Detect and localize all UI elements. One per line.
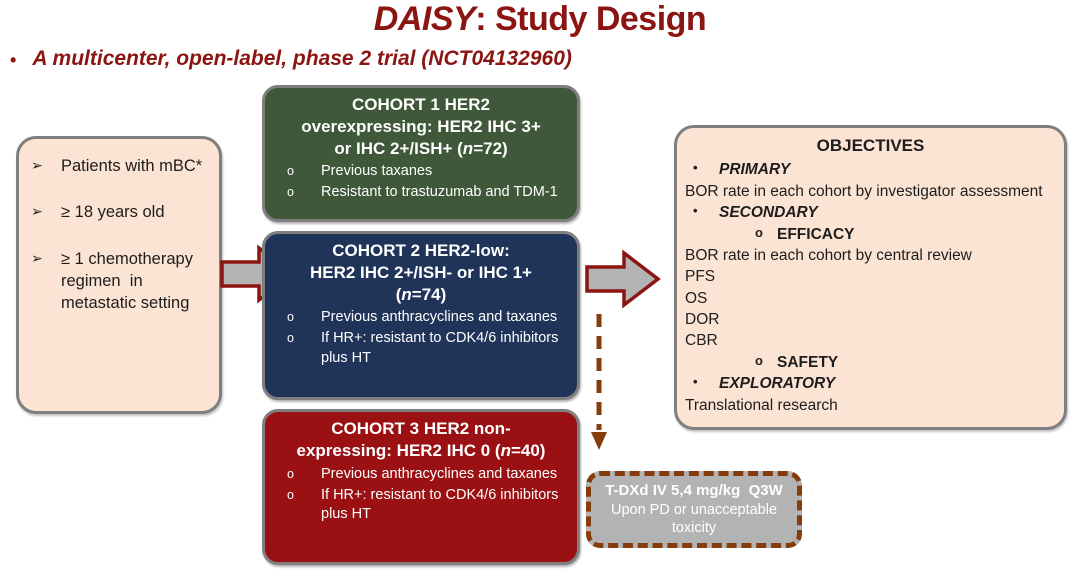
eligibility-item-text: ≥ 18 years old — [61, 203, 165, 222]
cohort-title-n: n — [500, 440, 511, 460]
subtitle-text: A multicenter, open-label, phase 2 trial… — [32, 47, 572, 70]
efficacy-line: DOR — [685, 311, 720, 329]
circle-bullet-icon: o — [287, 164, 294, 179]
subtitle: • A multicenter, open-label, phase 2 tri… — [10, 47, 572, 73]
cohort-title-post: =72) — [473, 138, 508, 158]
bullet-dot-icon: • — [693, 203, 698, 219]
treatment-duration: Upon PD or unacceptable toxicity — [610, 501, 778, 537]
eligibility-item: ➢ Patients with mBC* — [31, 155, 211, 177]
bullet-dot-icon: • — [693, 160, 698, 176]
objective-secondary: • SECONDARY — [685, 202, 1056, 223]
cohort-bullet-item: o Resistant to trastuzumab and TDM-1 — [275, 183, 567, 202]
cohort-bullet-item: o If HR+: resistant to CDK4/6 inhibitors… — [275, 486, 567, 524]
cohort-bullet-text: Previous anthracyclines and taxanes — [321, 465, 558, 482]
arrowhead-bullet-icon: ➢ — [31, 203, 43, 220]
objective-primary: • PRIMARY — [685, 159, 1056, 180]
page-title: DAISY: Study Design — [0, 0, 1080, 39]
cohort-3-box: COHORT 3 HER2 non- expressing: HER2 IHC … — [262, 409, 580, 565]
arrowhead-bullet-icon: ➢ — [31, 249, 43, 266]
cohort-title-pre: ( — [395, 284, 402, 304]
objective-safety: o SAFETY — [755, 352, 1056, 373]
dashed-down-arrow-icon — [591, 314, 607, 450]
cohort-title-line: or IHC 2+/ISH+ (n=72) — [275, 138, 567, 160]
efficacy-line: CBR — [685, 332, 718, 350]
cohort-title-post: =40) — [510, 440, 546, 460]
objectives-box: OBJECTIVES • PRIMARY BOR rate in each co… — [674, 125, 1067, 430]
objective-exploratory: • EXPLORATORY — [685, 373, 1056, 394]
objective-safety-label: SAFETY — [777, 353, 839, 371]
bullet-dot-icon: • — [693, 374, 698, 390]
objective-exploratory-label: EXPLORATORY — [719, 375, 836, 393]
cohort-bullet-text: Resistant to trastuzumab and TDM-1 — [321, 184, 558, 201]
objective-efficacy: o EFFICACY — [755, 224, 1056, 245]
cohort-bullet-text: Previous anthracyclines and taxanes — [321, 309, 558, 326]
objective-primary-label: PRIMARY — [719, 161, 791, 179]
cohort-bullet-item: o Previous anthracyclines and taxanes — [275, 465, 567, 484]
cohort-bullet-item: o Previous anthracyclines and taxanes — [275, 308, 567, 327]
eligibility-box: ➢ Patients with mBC* ➢ ≥ 18 years old ➢ … — [16, 136, 222, 414]
cohort-title-pre: expressing: HER2 IHC 0 ( — [296, 440, 501, 460]
objectives-heading: OBJECTIVES — [816, 136, 925, 155]
circle-bullet-icon: o — [287, 185, 294, 200]
efficacy-line: OS — [685, 289, 708, 307]
cohort-title-n: n — [401, 284, 412, 304]
right-arrow-icon — [585, 249, 661, 309]
eligibility-item: ➢ ≥ 1 chemotherapy regimen in metastatic… — [31, 248, 211, 315]
circle-bullet-icon: o — [755, 224, 763, 240]
efficacy-line: BOR rate in each cohort by central revie… — [685, 246, 972, 264]
page-title-trial-name: DAISY — [373, 0, 476, 38]
cohort-title-line: HER2 IHC 2+/ISH- or IHC 1+ — [309, 262, 532, 282]
cohort-bullet-text: If HR+: resistant to CDK4/6 inhibitors p… — [321, 486, 559, 522]
objective-efficacy-label: EFFICACY — [777, 225, 855, 243]
cohort-bullet-text: Previous taxanes — [321, 163, 433, 180]
objective-primary-desc: BOR rate in each cohort by investigator … — [685, 182, 1043, 200]
eligibility-item-text: ≥ 1 chemotherapy regimen in metastatic s… — [61, 249, 198, 313]
cohort-title-line: COHORT 1 HER2 — [352, 95, 490, 114]
eligibility-item-text: Patients with mBC* — [61, 157, 203, 175]
arrowhead-bullet-icon: ➢ — [31, 157, 43, 173]
page-title-rest: : Study Design — [475, 0, 707, 38]
cohort-1-bullets: o Previous taxanes o Resistant to trastu… — [275, 162, 567, 202]
cohort-2-title: COHORT 2 HER2-low: HER2 IHC 2+/ISH- or I… — [275, 240, 567, 305]
cohort-bullet-text: If HR+: resistant to CDK4/6 inhibitors p… — [321, 330, 559, 366]
cohort-title-pre: or IHC 2+/ISH+ ( — [334, 138, 463, 158]
treatment-box: T-DXd IV 5,4 mg/kg Q3W Upon PD or unacce… — [586, 471, 802, 548]
cohort-2-bullets: o Previous anthracyclines and taxanes o … — [275, 308, 567, 367]
cohort-title-line: overexpressing: HER2 IHC 3+ — [301, 116, 541, 136]
objective-exploratory-desc: Translational research — [685, 396, 838, 414]
circle-bullet-icon: o — [287, 310, 294, 325]
cohort-3-bullets: o Previous anthracyclines and taxanes o … — [275, 465, 567, 524]
objective-secondary-label: SECONDARY — [719, 204, 818, 222]
circle-bullet-icon: o — [287, 331, 294, 346]
cohort-title-line: COHORT 3 HER2 non- — [331, 419, 511, 438]
eligibility-item: ➢ ≥ 18 years old — [31, 201, 211, 223]
cohort-1-title: COHORT 1 HER2 overexpressing: HER2 IHC 3… — [275, 94, 567, 159]
cohort-1-box: COHORT 1 HER2 overexpressing: HER2 IHC 3… — [262, 85, 580, 222]
cohort-3-title: COHORT 3 HER2 non- expressing: HER2 IHC … — [275, 418, 567, 462]
cohort-title-line: (n=74) — [275, 284, 567, 306]
cohort-bullet-item: o If HR+: resistant to CDK4/6 inhibitors… — [275, 329, 567, 367]
circle-bullet-icon: o — [287, 487, 294, 502]
bullet-dot-icon: • — [10, 50, 17, 70]
cohort-title-line: COHORT 2 HER2-low: — [332, 241, 510, 260]
cohort-2-box: COHORT 2 HER2-low: HER2 IHC 2+/ISH- or I… — [262, 231, 580, 400]
cohort-title-line: expressing: HER2 IHC 0 (n=40) — [275, 440, 567, 462]
treatment-dose: T-DXd IV 5,4 mg/kg Q3W — [605, 482, 783, 499]
circle-bullet-icon: o — [287, 466, 294, 481]
cohort-title-post: =74) — [411, 284, 447, 304]
efficacy-line: PFS — [685, 268, 716, 286]
circle-bullet-icon: o — [755, 352, 763, 368]
cohort-bullet-item: o Previous taxanes — [275, 162, 567, 181]
cohort-title-n: n — [462, 138, 474, 158]
